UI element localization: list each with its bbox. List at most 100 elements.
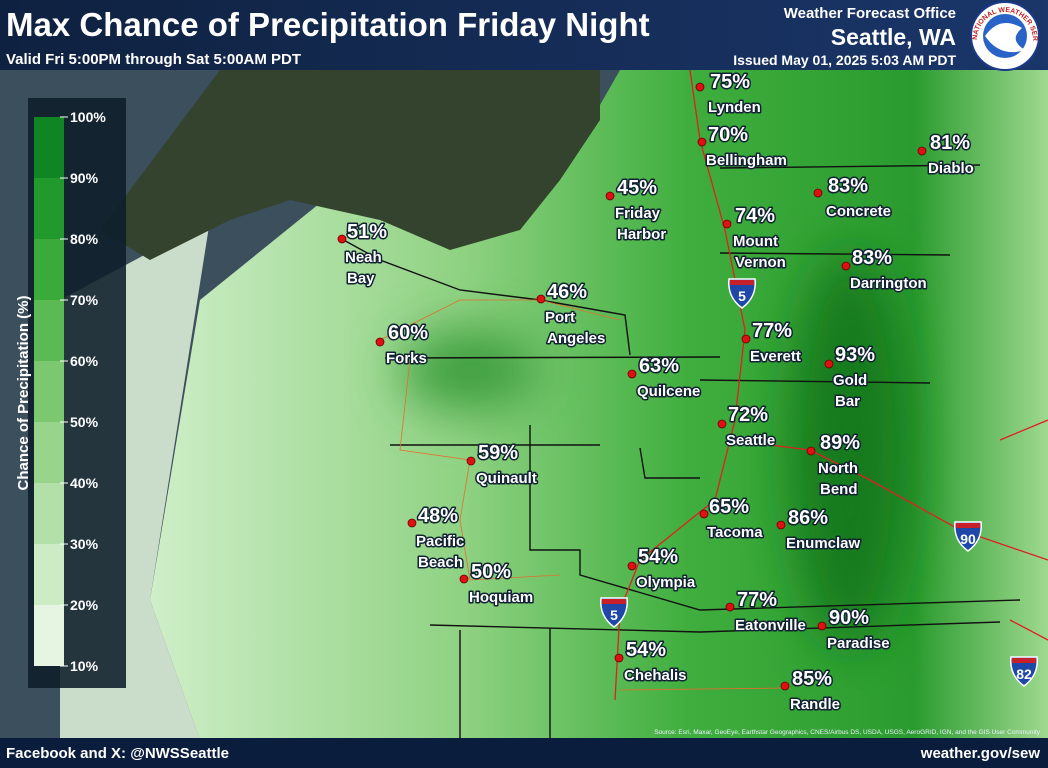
city-chance: 54% [626, 639, 666, 661]
city-name: Darrington [850, 275, 927, 292]
legend-title: Chance of Precipitation (%) [15, 295, 32, 490]
city-chance: 81% [930, 132, 970, 154]
legend-swatch [34, 361, 64, 422]
colorbar: 100% 90% 80% 70% 60% 50% 40% 30% 20% 10% [34, 109, 106, 674]
legend-swatch [34, 300, 64, 361]
city-name: Pacific [416, 533, 464, 550]
shields: 5 5 90 82 [600, 278, 1038, 687]
shield-top [602, 599, 626, 604]
city-chance: 86% [788, 507, 828, 529]
city-chance: 83% [828, 175, 868, 197]
legend-tick-label: 100% [70, 109, 106, 125]
city-name: Seattle [726, 432, 775, 449]
city-name: Vernon [735, 254, 786, 271]
legend-swatch [34, 239, 64, 300]
city-dot [627, 561, 637, 571]
city-dot [841, 261, 851, 271]
county-lines [339, 164, 1021, 740]
city-chance: 54% [638, 546, 678, 568]
header-bar [0, 0, 1048, 70]
city-name: Friday [615, 205, 661, 222]
legend-tick-label: 80% [70, 231, 99, 247]
city-name: Bellingham [706, 152, 787, 169]
city-name: Randle [790, 696, 840, 713]
shield-number: 5 [610, 607, 618, 623]
roads [614, 69, 1048, 701]
shield [1010, 656, 1038, 687]
city-chance: 50% [471, 561, 511, 583]
shield [728, 278, 756, 309]
city-chance: 74% [735, 205, 775, 227]
shading [400, 250, 910, 650]
city-dot [697, 137, 707, 147]
city-dot [459, 574, 469, 584]
city-name: Chehalis [624, 667, 687, 684]
city-dot [717, 419, 727, 429]
city-name: Harbor [617, 226, 666, 243]
city-dot [536, 294, 546, 304]
shield-top [730, 280, 754, 285]
city-chance: 83% [852, 247, 892, 269]
city-name: Lynden [708, 99, 761, 116]
legend-tick-label: 10% [70, 658, 99, 674]
city-chance: 46% [547, 281, 587, 303]
legend-tick-label: 30% [70, 536, 99, 552]
city-chance: 77% [737, 589, 777, 611]
shield-number: 5 [738, 288, 746, 304]
city-dot [813, 188, 823, 198]
city-name: Diablo [928, 160, 974, 177]
footer-bar [0, 738, 1048, 768]
legend-swatch [34, 483, 64, 544]
legend-swatch [34, 422, 64, 483]
city-dot [627, 369, 637, 379]
legend-swatch [34, 178, 64, 239]
city-name: Enumclaw [786, 535, 861, 552]
city-name: Quinault [476, 470, 537, 487]
city-dot [337, 234, 347, 244]
city-dot [375, 337, 385, 347]
title: Max Chance of Precipitation Friday Night [6, 6, 650, 43]
source: Source: Esri, Maxar, GeoEye, Earthstar G… [654, 729, 1041, 736]
city-dot [741, 334, 751, 344]
secondary-roads [379, 299, 791, 691]
city-dot [725, 602, 735, 612]
city-dot [466, 456, 476, 466]
issued: Issued May 01, 2025 5:03 AM PDT [733, 52, 956, 68]
legend-tick-label: 60% [70, 353, 99, 369]
legend-tick-label: 70% [70, 292, 99, 308]
city-name: Bend [820, 481, 858, 498]
city-chance: 48% [418, 505, 458, 527]
city-chance: 51% [347, 221, 387, 243]
city-name: North [818, 460, 858, 477]
legend-swatch [34, 117, 64, 178]
shield-top [1012, 658, 1036, 663]
cities: 75% Lynden 70% Bellingham 45% Friday Harbor 74%… [337, 70, 975, 715]
city-chance: 65% [709, 496, 749, 518]
city-name: Neah [345, 249, 382, 266]
city-dot [605, 191, 615, 201]
city-dot [806, 446, 816, 456]
legend-swatch [34, 544, 64, 605]
city-dot [776, 520, 786, 530]
city-name: Port [545, 309, 575, 326]
shield-number: 90 [960, 531, 976, 547]
city-name: Paradise [827, 635, 890, 652]
city-name: Tacoma [707, 524, 763, 541]
city-dot [407, 518, 417, 528]
location: Seattle, WA [831, 24, 956, 50]
city-name: Bay [347, 270, 375, 287]
city-chance: 93% [835, 344, 875, 366]
city-name: Everett [750, 348, 801, 365]
city-name: Hoquiam [469, 589, 533, 606]
legend-tick-label: 50% [70, 414, 99, 430]
city-name: Forks [386, 350, 427, 367]
shield [954, 521, 982, 552]
city-chance: 70% [708, 124, 748, 146]
legend-tick-label: 90% [70, 170, 99, 186]
city-chance: 60% [388, 322, 428, 344]
city-name: Eatonville [735, 617, 806, 634]
footer-website: weather.gov/sew [920, 745, 1041, 762]
city-chance: 72% [728, 404, 768, 426]
city-name: Mount [733, 233, 778, 250]
